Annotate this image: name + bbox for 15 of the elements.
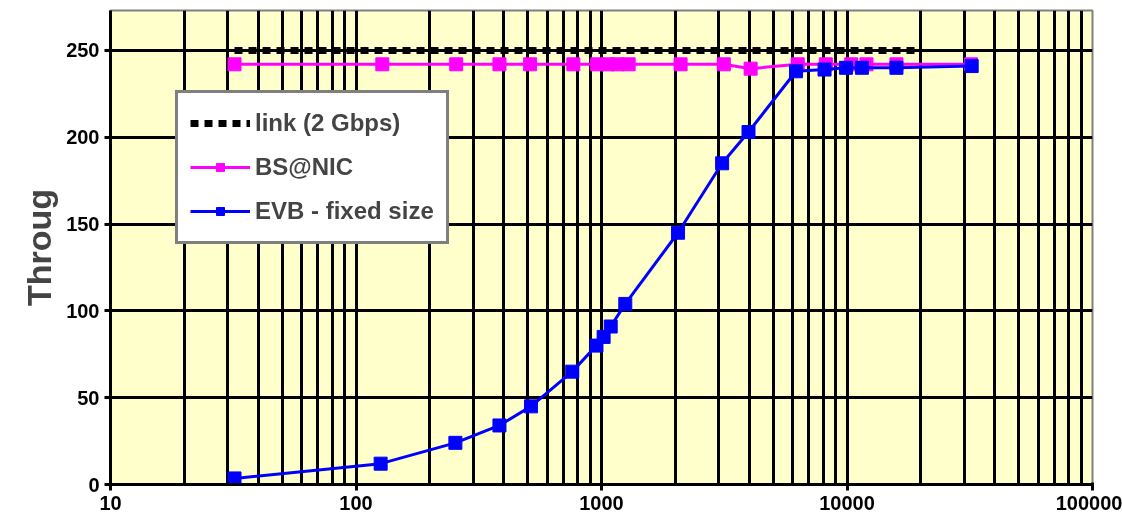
x-tick-label: 1000 bbox=[579, 491, 624, 514]
x-tick-label: 100000 bbox=[1055, 491, 1122, 514]
legend-label: BS@NIC bbox=[255, 152, 354, 182]
y-tick-label: 50 bbox=[77, 386, 100, 409]
x-tick-label: 10000 bbox=[819, 491, 875, 514]
y-axis-title: Throug bbox=[20, 188, 59, 307]
y-tick-label: 100 bbox=[66, 299, 100, 322]
y-tick-label: 250 bbox=[66, 39, 100, 62]
y-tick-label: 150 bbox=[66, 213, 100, 236]
y-tick-label: 200 bbox=[66, 126, 100, 149]
x-tick-label: 10 bbox=[99, 491, 122, 514]
y-tick-label: 0 bbox=[88, 473, 100, 496]
legend-label: EVB - fixed size bbox=[255, 196, 434, 226]
x-tick-label: 100 bbox=[339, 491, 373, 514]
legend-label: link (2 Gbps) bbox=[255, 108, 401, 138]
